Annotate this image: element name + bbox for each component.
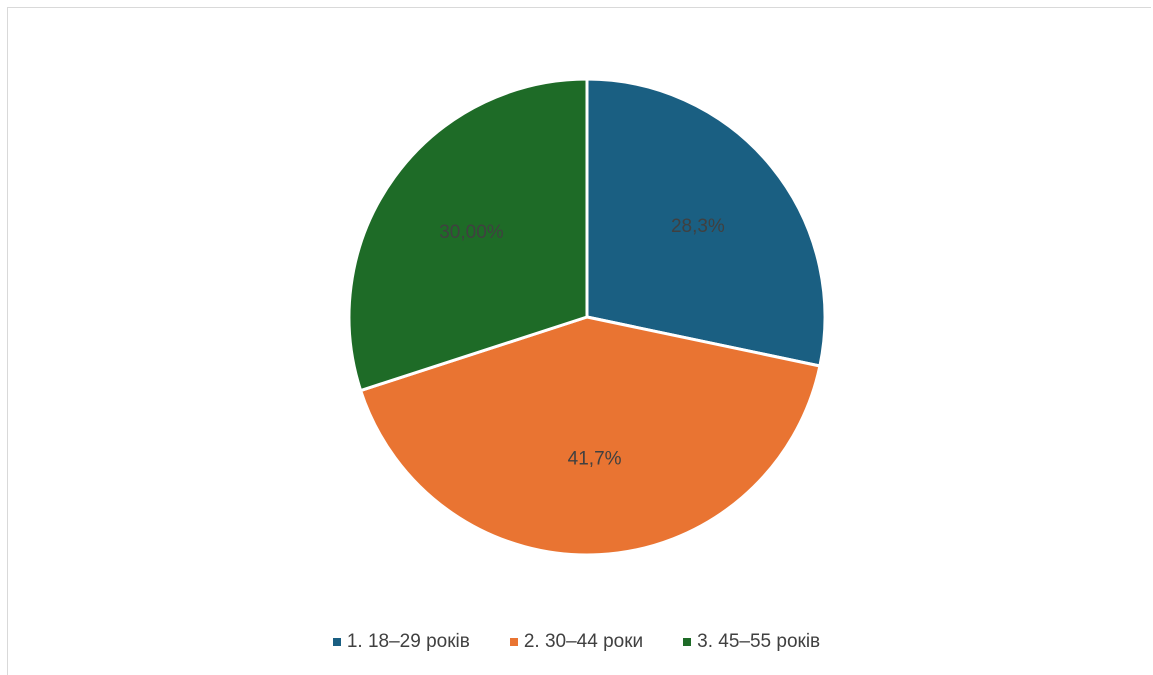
- legend-item-2: 2. 30–44 роки: [509, 631, 644, 653]
- data-label-1: 28,3%: [671, 216, 725, 237]
- legend-label-2: 2. 30–44 роки: [523, 631, 644, 652]
- legend-swatch-1: [332, 638, 341, 646]
- legend-item-3: 3. 45–55 років: [683, 631, 820, 653]
- legend-label-3: 3. 45–55 років: [697, 631, 821, 652]
- pie-slice-3: [347, 77, 589, 393]
- legend-swatch-3: [683, 638, 692, 646]
- legend-swatch-2: [509, 638, 518, 646]
- pie-slice-2: [359, 315, 822, 557]
- pie-slice-1: [585, 77, 827, 368]
- pie-slices: [347, 77, 827, 557]
- data-label-3: 30,00%: [439, 222, 504, 243]
- data-label-2: 41,7%: [568, 449, 622, 470]
- legend-label-1: 1. 18–29 років: [346, 631, 470, 652]
- pie-data-labels: 28,3% 41,7% 30,00%: [439, 216, 725, 470]
- legend-item-1: 1. 18–29 років: [332, 631, 470, 653]
- chart-legend: 1. 18–29 років 2. 30–44 роки 3. 45–55 ро…: [0, 631, 1153, 653]
